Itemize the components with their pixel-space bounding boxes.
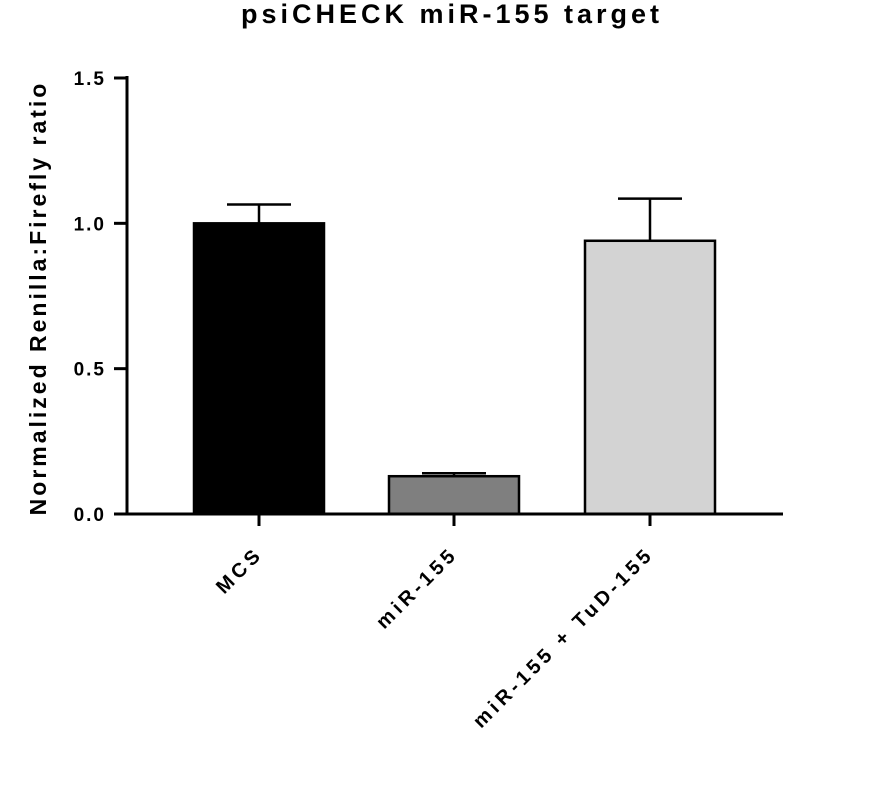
x-tick-label: miR-155 + TuD-155 [469, 543, 659, 733]
chart-title: psiCHECK miR-155 target [241, 0, 663, 29]
y-tick-label: 0.5 [74, 360, 106, 381]
y-tick-label: 1.0 [74, 214, 106, 235]
bar [387, 474, 521, 516]
axes-layer [114, 76, 783, 526]
x-tick-label: miR-155 [372, 543, 462, 633]
bar [192, 222, 326, 516]
error-bar [422, 472, 486, 477]
error-bar [227, 203, 291, 224]
y-tick-label: 1.5 [74, 69, 106, 90]
error-bar [618, 197, 682, 241]
labels-layer: MCS miR-155 miR-155 + TuD-155 0.0 0.5 1.0 1.5 [74, 69, 659, 733]
bars-layer [192, 222, 717, 516]
y-tick-label: 0.0 [74, 505, 106, 526]
x-tick-label: MCS [212, 543, 267, 598]
bar [583, 239, 717, 516]
y-axis-label: Normalized Renilla:Firefly ratio [25, 81, 51, 516]
error-bars-layer [227, 197, 682, 477]
